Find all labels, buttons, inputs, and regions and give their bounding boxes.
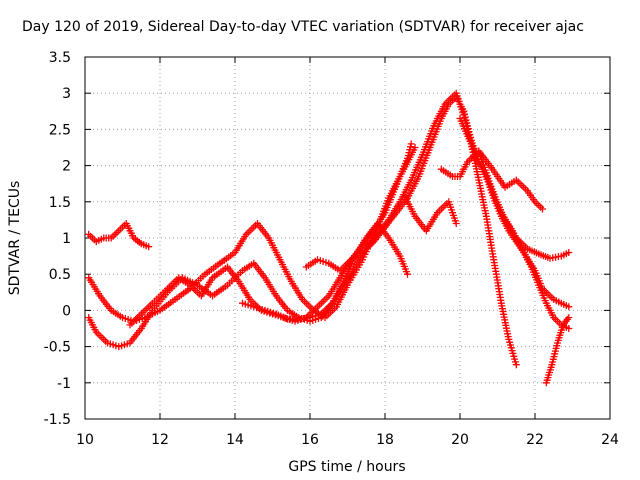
x-tick-label: 16 xyxy=(301,432,319,448)
grid-lines xyxy=(85,57,610,419)
series-sat-a xyxy=(85,220,153,251)
x-tick-label: 10 xyxy=(76,432,94,448)
y-tick-label: -1.5 xyxy=(44,412,71,428)
x-tick-label: 12 xyxy=(151,432,169,448)
series-sat-e xyxy=(239,89,520,369)
data-point xyxy=(565,314,573,322)
data-point xyxy=(404,270,411,278)
data-point xyxy=(565,303,573,311)
series-sat-k xyxy=(542,314,573,387)
data-point xyxy=(145,243,153,251)
data-point xyxy=(565,249,573,256)
y-tick-label: -1 xyxy=(57,376,71,392)
y-tick-label: 2.5 xyxy=(49,122,71,138)
y-tick-label: 0.5 xyxy=(49,267,71,283)
x-tick-label: 24 xyxy=(601,432,619,448)
y-tick-label: 3 xyxy=(62,86,71,102)
series-sat-d xyxy=(126,144,419,329)
y-tick-label: 1 xyxy=(62,231,71,247)
data-points xyxy=(85,89,573,387)
data-point xyxy=(512,361,520,369)
x-tick-label: 20 xyxy=(451,432,469,448)
plot-frame xyxy=(84,56,611,420)
data-point xyxy=(407,140,415,148)
series-sat-h xyxy=(437,147,546,213)
data-point xyxy=(565,325,573,332)
x-tick-label: 14 xyxy=(226,432,244,448)
data-point xyxy=(411,144,419,151)
y-tick-label: 0 xyxy=(62,303,71,319)
y-axis-label: SDTVAR / TECUs xyxy=(7,181,23,296)
y-tick-label: 2 xyxy=(62,159,71,175)
data-point xyxy=(452,220,460,227)
x-tick-label: 18 xyxy=(376,432,394,448)
axis-ticks: 10 12 14 16 18 20 22 24 -1.5 -1 -0.5 0 0.5 1 1.5 2 2.5 3 3… xyxy=(44,50,619,448)
y-tick-label: 3.5 xyxy=(49,50,71,66)
chart-title: Day 120 of 2019, Sidereal Day-to-day VTE… xyxy=(22,19,584,35)
series-sat-g xyxy=(400,191,460,235)
data-point xyxy=(539,205,546,213)
y-tick-label: 1.5 xyxy=(49,195,71,211)
x-tick-label: 22 xyxy=(526,432,544,448)
series-sat-j xyxy=(475,147,573,311)
x-axis-label: GPS time / hours xyxy=(288,459,405,475)
y-tick-label: -0.5 xyxy=(44,340,71,356)
